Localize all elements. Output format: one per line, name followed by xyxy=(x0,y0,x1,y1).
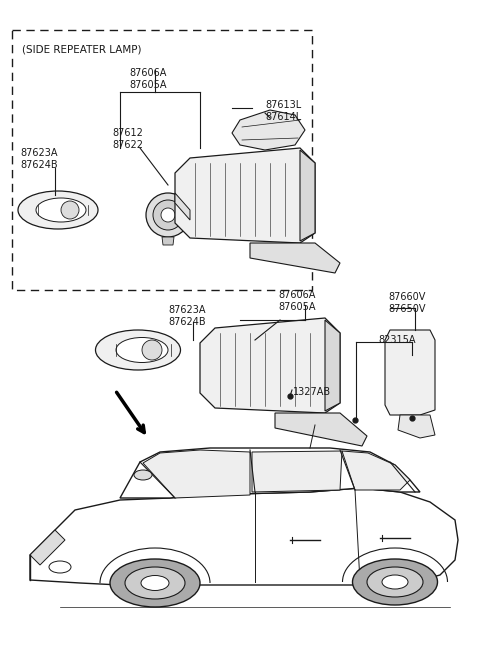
Polygon shape xyxy=(143,450,250,498)
Ellipse shape xyxy=(18,191,98,229)
Text: 87623A
87624B: 87623A 87624B xyxy=(168,305,205,327)
Polygon shape xyxy=(250,243,340,273)
Polygon shape xyxy=(162,237,174,245)
Polygon shape xyxy=(342,451,410,490)
Polygon shape xyxy=(175,148,315,243)
Ellipse shape xyxy=(134,470,152,480)
Polygon shape xyxy=(175,193,190,220)
Ellipse shape xyxy=(146,193,190,237)
Polygon shape xyxy=(275,413,367,446)
Ellipse shape xyxy=(141,575,169,590)
Text: 87623A
87624B: 87623A 87624B xyxy=(20,148,58,171)
Polygon shape xyxy=(300,150,315,241)
Polygon shape xyxy=(120,448,420,498)
Ellipse shape xyxy=(352,559,437,605)
Polygon shape xyxy=(30,488,458,585)
Polygon shape xyxy=(232,110,305,150)
Text: (SIDE REPEATER LAMP): (SIDE REPEATER LAMP) xyxy=(22,45,142,55)
Text: 87613L
87614L: 87613L 87614L xyxy=(265,100,301,123)
Polygon shape xyxy=(325,320,340,411)
Ellipse shape xyxy=(153,200,183,230)
Ellipse shape xyxy=(96,330,180,370)
Polygon shape xyxy=(252,451,342,492)
Text: 87660V
87650V: 87660V 87650V xyxy=(388,292,425,314)
Ellipse shape xyxy=(142,340,162,360)
Ellipse shape xyxy=(110,559,200,607)
Text: 87606A
87605A: 87606A 87605A xyxy=(278,290,315,312)
Ellipse shape xyxy=(49,561,71,573)
Polygon shape xyxy=(385,330,435,415)
Ellipse shape xyxy=(36,198,86,222)
Ellipse shape xyxy=(382,575,408,589)
Ellipse shape xyxy=(125,567,185,599)
FancyBboxPatch shape xyxy=(12,30,312,290)
Ellipse shape xyxy=(161,208,175,222)
Ellipse shape xyxy=(116,337,168,363)
Text: 87606A
87605A: 87606A 87605A xyxy=(129,68,167,91)
Text: 87612
87622: 87612 87622 xyxy=(112,128,143,150)
Polygon shape xyxy=(398,415,435,438)
Polygon shape xyxy=(200,318,340,413)
Polygon shape xyxy=(30,530,65,565)
Text: 1327AB: 1327AB xyxy=(293,387,331,397)
Ellipse shape xyxy=(367,567,423,597)
Text: 82315A: 82315A xyxy=(378,335,416,345)
Ellipse shape xyxy=(61,201,79,219)
